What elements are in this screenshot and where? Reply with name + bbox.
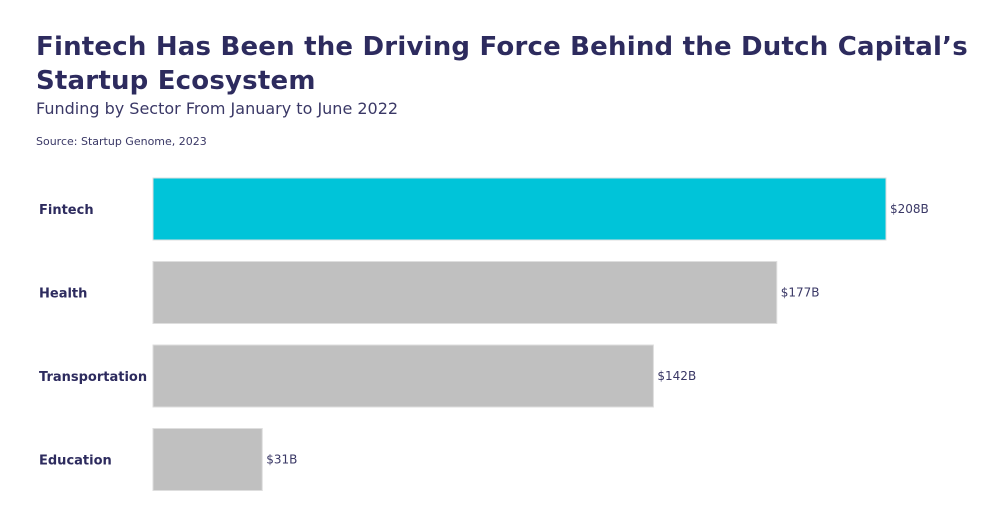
chart-source: Source: Startup Genome, 2023	[36, 135, 207, 148]
data-label: $31B	[266, 453, 297, 467]
bar-health	[152, 261, 778, 324]
bar-education	[152, 428, 263, 491]
data-label: $208B	[890, 202, 929, 216]
data-label: $142B	[657, 369, 696, 383]
bar-transportation	[152, 344, 654, 408]
category-label: Education	[39, 454, 112, 469]
chart-title: Fintech Has Been the Driving Force Behin…	[36, 32, 968, 96]
category-label: Fintech	[39, 203, 94, 218]
bar-fintech	[152, 177, 887, 241]
chart-subtitle: Funding by Sector From January to June 2…	[36, 99, 399, 118]
data-label: $177B	[781, 286, 820, 300]
category-label: Transportation	[39, 370, 147, 385]
category-label: Health	[39, 287, 87, 302]
